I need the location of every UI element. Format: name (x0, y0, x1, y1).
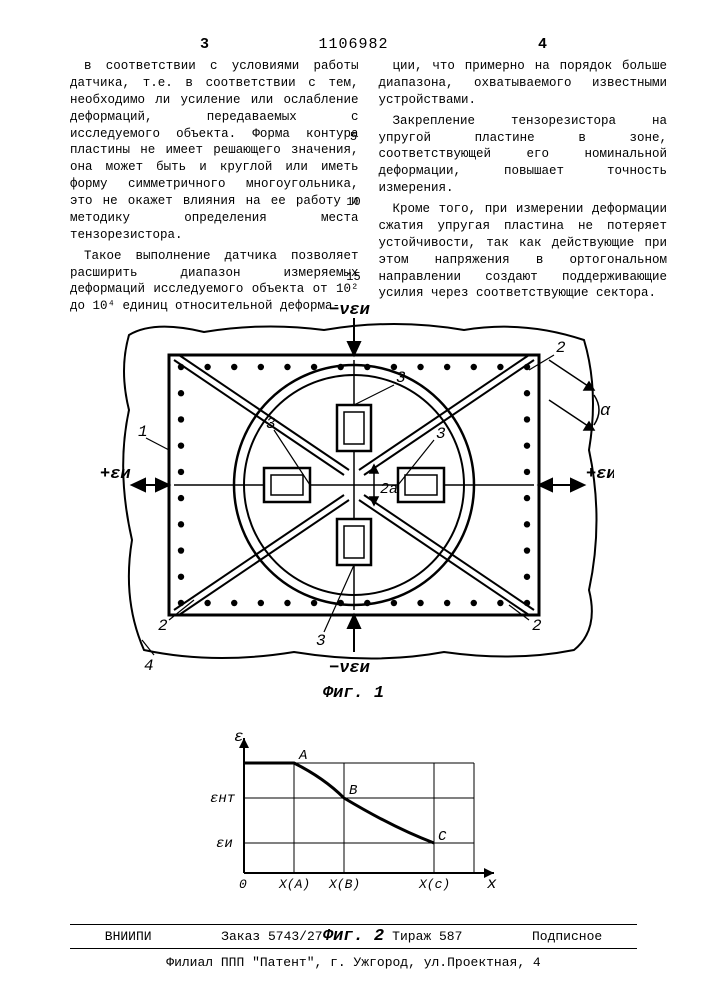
xtick-xc: X(c) (418, 877, 450, 892)
label-bottom: −νεи (329, 659, 370, 678)
label-top: −νεи (329, 301, 370, 320)
document-number: 1106982 (318, 36, 388, 53)
left-column: в соответствии с условиями работы датчик… (70, 58, 359, 319)
label-left: +εи (100, 465, 131, 484)
callout-3a: 3 (396, 369, 406, 387)
right-p3: Кроме того, при измерении деформации сжа… (379, 201, 668, 302)
callout-3c: 3 (436, 425, 446, 443)
label-right: +εи (586, 465, 614, 484)
column-number-left: 3 (200, 36, 209, 53)
xtick-o: 0 (239, 877, 247, 892)
figures-container: 2a α −νεи −νεи +εи +εи (0, 300, 707, 946)
point-B: B (349, 783, 357, 799)
right-column: ции, что примерно на порядок больше диап… (379, 58, 668, 319)
xlabel: x (486, 875, 497, 893)
figure-2-svg: A B C ε x εнт εи 0 X(A) X(B) X(c) (204, 723, 504, 923)
page: 3 1106982 4 5 10 15 в соответствии с усл… (0, 0, 707, 1000)
figure-1-caption: Фиг. 1 (0, 684, 707, 703)
right-p1: ции, что примерно на порядок больше диап… (379, 58, 668, 109)
ytick-ent: εнт (210, 791, 236, 807)
callout-2c: 2 (532, 617, 542, 635)
callout-3b: 3 (266, 415, 276, 433)
left-p1: в соответствии с условиями работы датчик… (70, 58, 359, 244)
xtick-xb: X(B) (328, 877, 360, 892)
ytick-ei: εи (216, 836, 233, 852)
point-C: C (438, 829, 447, 845)
figure-1: 2a α −νεи −νεи +εи +εи (94, 300, 614, 680)
xtick-xa: X(A) (278, 877, 310, 892)
callout-2b: 2 (158, 617, 168, 635)
ylabel: ε (234, 728, 244, 746)
point-A: A (298, 748, 307, 764)
label-2a: 2a (380, 481, 398, 498)
callout-3d: 3 (316, 632, 326, 650)
footer-line-1: ВНИИПИ Заказ 5743/27 Тираж 587 Подписное (70, 924, 637, 949)
footer-order: Заказ 5743/27 (221, 929, 322, 944)
label-alpha: α (600, 402, 611, 421)
footer-sub: Подписное (532, 929, 602, 944)
footer: ВНИИПИ Заказ 5743/27 Тираж 587 Подписное… (0, 924, 707, 970)
column-number-right: 4 (538, 36, 547, 53)
callout-2a: 2 (556, 339, 566, 357)
figure-1-svg: 2a α −νεи −νεи +εи +εи (94, 300, 614, 680)
text-columns: в соответствии с условиями работы датчик… (70, 58, 667, 319)
right-p2: Закрепление тензорезистора на упругой пл… (379, 113, 668, 197)
footer-tirazh: Тираж 587 (392, 929, 462, 944)
footer-line-2: Филиал ППП "Патент", г. Ужгород, ул.Прое… (0, 949, 707, 970)
callout-1: 1 (138, 423, 148, 441)
footer-org: ВНИИПИ (105, 929, 152, 944)
figure-2: A B C ε x εнт εи 0 X(A) X(B) X(c) (204, 723, 504, 923)
callout-4: 4 (144, 657, 154, 675)
